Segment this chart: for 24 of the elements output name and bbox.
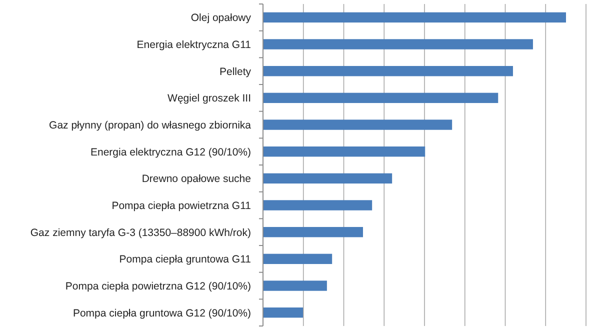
y-tick-label: Gaz ziemny taryfa G-3 (13350–88900 kWh/rok) (30, 226, 251, 239)
y-tick-label: Pompa ciepła gruntowa G12 (90/10%) (72, 307, 251, 320)
y-tick-label: Pompa ciepła powietrzna G12 (90/10%) (65, 280, 251, 292)
bar (263, 307, 303, 318)
bar (263, 120, 452, 130)
y-tick-label: Drewno opałowe suche (142, 173, 252, 186)
bar (263, 173, 392, 184)
y-tick-label: Olej opałowy (190, 12, 252, 24)
y-tick-label: Pompa ciepła powietrzna G11 (112, 200, 252, 212)
bar (263, 66, 513, 76)
y-tick-label: Gaz płynny (propan) do własnego zbiornika (49, 119, 252, 132)
y-tick-label: Pellety (219, 66, 252, 78)
y-tick-label: Węgiel groszek III (168, 92, 251, 105)
bar (263, 92, 498, 104)
bar (263, 200, 372, 210)
bar (263, 280, 327, 291)
y-tick-label: Energia elektryczna G11 (136, 38, 252, 51)
bar (263, 12, 566, 23)
bar (263, 146, 426, 157)
bar (263, 254, 332, 264)
bar (263, 226, 363, 238)
y-tick-label: Pompa ciepła gruntowa G11 (119, 254, 252, 266)
bar (263, 39, 533, 50)
y-tick-label: Energia elektryczna G12 (90/10%) (90, 146, 251, 158)
